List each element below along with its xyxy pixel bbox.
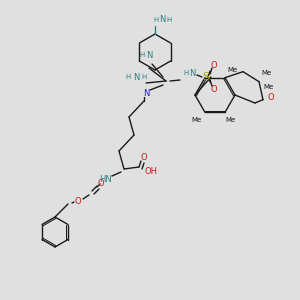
Text: N: N: [133, 73, 139, 82]
Text: H: H: [125, 74, 130, 80]
Text: Me: Me: [262, 70, 272, 76]
Text: H: H: [153, 17, 159, 23]
Text: OH: OH: [145, 167, 158, 176]
Text: Me: Me: [225, 117, 235, 123]
Text: H: H: [141, 74, 147, 80]
Text: H: H: [140, 52, 145, 58]
Text: O: O: [268, 93, 274, 102]
Text: N: N: [189, 68, 195, 77]
Text: Me: Me: [227, 67, 237, 73]
Text: O: O: [211, 61, 217, 70]
Text: N: N: [159, 16, 165, 25]
Text: O: O: [211, 85, 217, 94]
Text: O: O: [98, 178, 104, 188]
Text: H: H: [183, 70, 189, 76]
Text: O: O: [75, 196, 81, 206]
Text: N: N: [143, 88, 149, 98]
Text: Me: Me: [264, 84, 274, 90]
Text: N: N: [146, 50, 152, 59]
Text: HN: HN: [100, 175, 112, 184]
Text: H: H: [167, 17, 172, 23]
Text: Me: Me: [192, 117, 202, 123]
Text: S: S: [202, 72, 210, 82]
Text: O: O: [141, 154, 147, 163]
